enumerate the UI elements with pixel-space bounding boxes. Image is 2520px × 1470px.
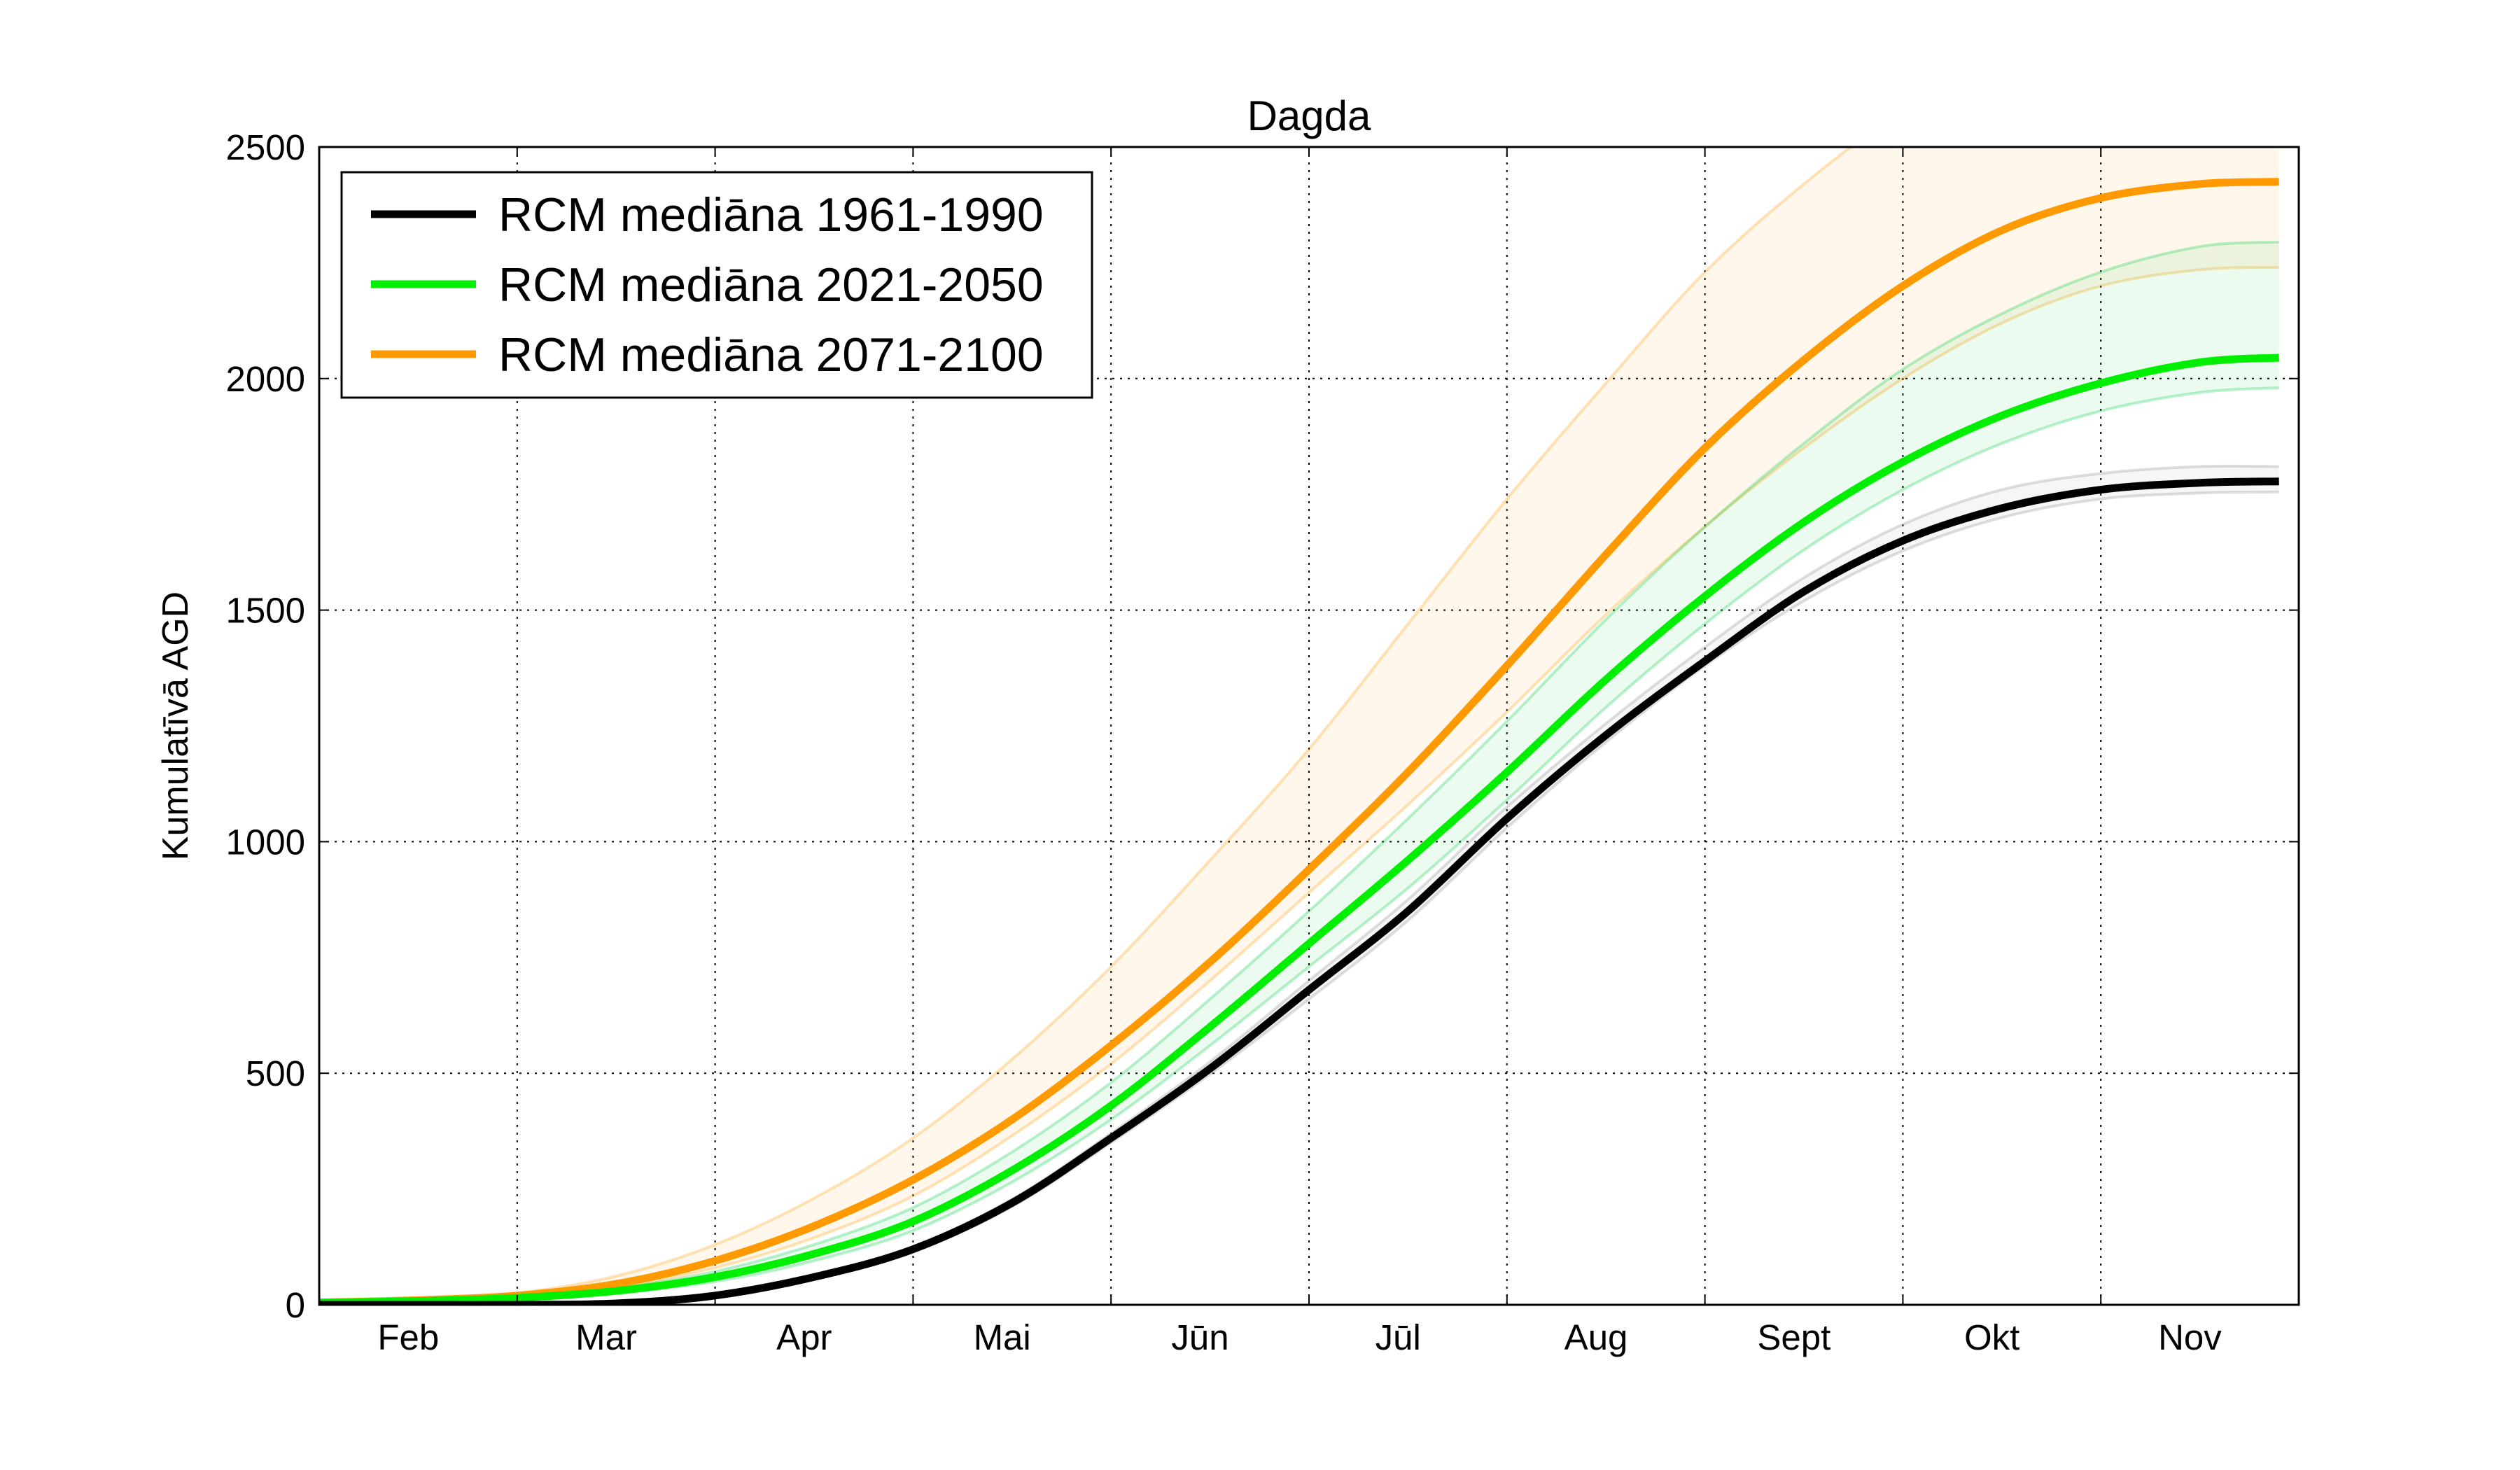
band-lower-edge-2 — [319, 266, 2279, 1304]
legend-label: RCM mediāna 1961-1990 — [498, 188, 1044, 241]
x-tick-label: Mai — [974, 1317, 1031, 1357]
axis-ticks — [318, 146, 2300, 1306]
legend: RCM mediāna 1961-1990 RCM mediāna 2021-20… — [340, 171, 1093, 399]
series-line-2 — [319, 178, 2279, 1305]
band-upper-edge-1 — [319, 240, 2279, 1304]
legend-label: RCM mediāna 2071-2100 — [498, 328, 1044, 382]
chart-title: Dagda — [1247, 92, 1371, 139]
band-upper-edge-2 — [319, 147, 1854, 1304]
series-line-1 — [319, 354, 2280, 1305]
y-tick-labels: 0 500 1000 1500 2000 2500 — [226, 127, 305, 1325]
x-tick-label: Feb — [377, 1317, 439, 1357]
y-tick-label: 2000 — [226, 359, 305, 399]
x-tick-label: Apr — [776, 1317, 832, 1357]
x-tick-label: Nov — [2158, 1317, 2222, 1357]
y-tick-label: 1500 — [226, 591, 305, 631]
x-tick-label: Aug — [1564, 1317, 1628, 1357]
x-tick-label: Mar — [575, 1317, 637, 1357]
x-tick-label: Sept — [1757, 1317, 1830, 1357]
y-tick-label: 500 — [246, 1054, 305, 1093]
legend-label: RCM mediāna 2021-2050 — [498, 258, 1044, 312]
x-tick-label: Okt — [1964, 1317, 2019, 1357]
y-axis-label: Kumulatīvā AGD — [155, 592, 196, 860]
series-line-0 — [319, 477, 2279, 1305]
y-tick-label: 0 — [286, 1285, 305, 1325]
band-fill-1 — [319, 241, 2279, 1303]
y-tick-label: 1000 — [226, 822, 305, 862]
grid — [319, 147, 2299, 1305]
median-lines — [319, 178, 2280, 1305]
x-tick-label: Jūn — [1171, 1317, 1228, 1357]
x-tick-labels: Feb Mar Apr Mai Jūn Jūl Aug Sept Okt Nov — [377, 1317, 2222, 1357]
y-tick-label: 2500 — [226, 127, 305, 167]
band-fill-2 — [319, 147, 2279, 1303]
uncertainty-bands — [319, 147, 2279, 1305]
x-tick-label: Jūl — [1376, 1317, 1421, 1357]
